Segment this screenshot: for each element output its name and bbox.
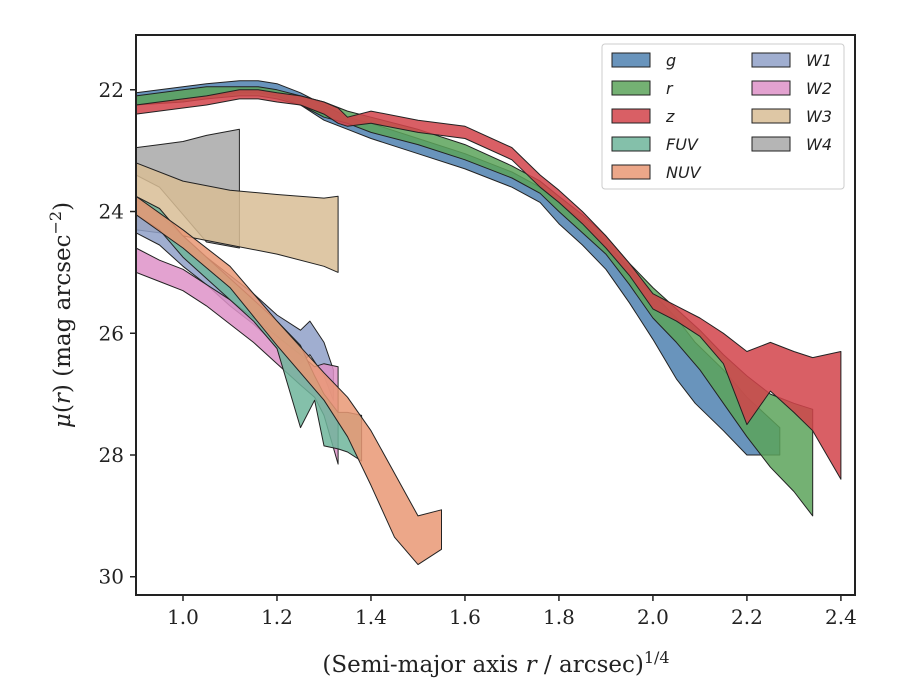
band-z <box>136 89 842 480</box>
y-tick-label: 30 <box>99 565 124 589</box>
band-nuv <box>136 195 442 566</box>
y-tick-label: 28 <box>99 443 124 467</box>
legend-swatch-w3 <box>751 108 791 124</box>
legend-label-g: g <box>666 51 676 70</box>
legend-swatch-g <box>611 52 651 68</box>
x-tick-label: 1.4 <box>355 605 387 629</box>
legend-label-w4: W4 <box>806 135 832 154</box>
legend-swatch-fuv <box>611 136 651 152</box>
legend-swatch-nuv <box>611 164 651 180</box>
legend-label-r: r <box>666 79 674 98</box>
x-axis-title: (Semi-major axis r / arcsec)1/4 <box>322 648 669 679</box>
legend-swatch-w2 <box>751 80 791 96</box>
y-tick-label: 22 <box>99 78 124 102</box>
x-tick-label: 1.8 <box>543 605 575 629</box>
legend-label-nuv: NUV <box>666 163 702 182</box>
y-tick-label: 26 <box>99 321 124 345</box>
legend: grz FUV NUV W1 W2 W3 W4 <box>601 43 845 190</box>
legend-swatch-w4 <box>751 136 791 152</box>
y-axis-title: μ(r) (mag arcsec−2) <box>46 202 77 428</box>
x-axis: 1.0 1.2 1.4 1.6 1.8 2.0 2.2 2.4 <box>167 595 857 629</box>
x-tick-label: 1.6 <box>449 605 481 629</box>
x-tick-label: 1.2 <box>261 605 293 629</box>
x-tick-label: 2.2 <box>731 605 763 629</box>
legend-label-w3: W3 <box>806 107 832 126</box>
plot-frame <box>135 34 856 596</box>
legend-frame <box>601 43 845 190</box>
legend-swatch-w1 <box>751 52 791 68</box>
y-axis: 22 24 26 28 30 <box>99 78 136 589</box>
legend-swatch-r <box>611 80 651 96</box>
x-tick-label: 1.0 <box>167 605 199 629</box>
x-tick-label: 2.0 <box>637 605 669 629</box>
band-layer <box>136 80 842 566</box>
y-tick-label: 24 <box>99 200 124 224</box>
x-tick-label: 2.4 <box>825 605 857 629</box>
legend-label-w1: W1 <box>806 51 832 70</box>
legend-swatch-z <box>611 108 651 124</box>
legend-label-fuv: FUV <box>666 135 699 154</box>
legend-label-w2: W2 <box>806 79 832 98</box>
legend-label-z: z <box>665 107 675 126</box>
